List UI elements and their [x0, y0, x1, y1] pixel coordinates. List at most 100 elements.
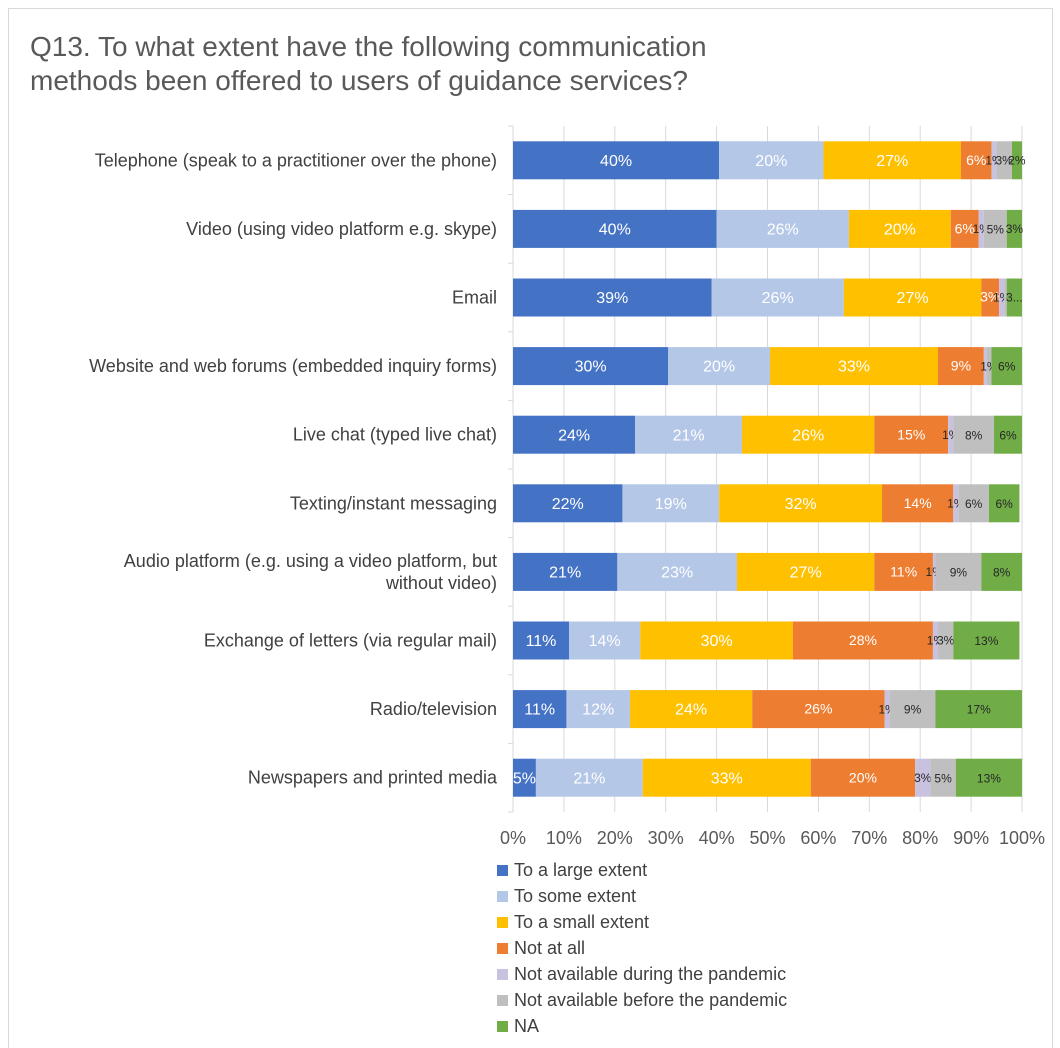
category-label-line: Website and web forums (embedded inquiry…: [89, 356, 497, 376]
category-label-line: Telephone (speak to a practitioner over …: [95, 150, 497, 170]
data-label: 20%: [884, 222, 916, 239]
bar-segment: [848, 209, 951, 248]
data-label: 15%: [897, 426, 925, 442]
legend-swatch: [497, 968, 508, 980]
data-label: 3...: [1006, 291, 1023, 305]
legend-item: To a small extent: [497, 909, 787, 935]
legend-swatch: [497, 916, 508, 928]
bar-segment: [736, 552, 875, 591]
bar-segment: [955, 758, 1022, 797]
data-label: 13%: [974, 634, 998, 648]
x-tick-label: 30%: [648, 828, 684, 848]
category-label-line: Video (using video platform e.g. skype): [186, 219, 497, 239]
legend-label: To a small extent: [514, 911, 650, 932]
bar-segment: [981, 278, 1000, 317]
chart-legend: To a large extent To some extent To a smal…: [497, 857, 787, 1039]
data-label: 28%: [849, 632, 877, 648]
bar-segment: [991, 141, 997, 180]
bar-segment: [935, 690, 1022, 729]
category-label-line: Radio/television: [370, 699, 497, 719]
data-label: 3%: [937, 634, 955, 648]
data-label: 6%: [998, 360, 1016, 374]
data-label: 39%: [596, 290, 628, 307]
bar-segment: [1004, 278, 1007, 317]
data-label: 2%: [1008, 154, 1026, 168]
bar-segment: [635, 415, 743, 454]
legend-item: Not available during the pandemic: [497, 961, 787, 987]
data-label: 6%: [965, 497, 983, 511]
data-label: 3%: [980, 289, 1000, 305]
data-label: 6%: [999, 428, 1017, 442]
chart-frame: [8, 8, 1053, 1048]
bar-segment: [719, 141, 824, 180]
data-label: 9%: [904, 703, 922, 717]
legend-label: To a large extent: [514, 859, 648, 880]
data-label: 24%: [675, 702, 707, 719]
bar-segment: [1006, 278, 1022, 317]
data-label: 9%: [950, 565, 968, 579]
bar-segment: [716, 209, 849, 248]
data-label: 8%: [965, 428, 983, 442]
data-label: 27%: [790, 565, 822, 582]
bar-segment: [932, 621, 939, 660]
bar-segment: [513, 141, 720, 180]
bar-segment: [960, 141, 992, 180]
bar-segment: [950, 209, 979, 248]
bar-segment: [938, 347, 984, 386]
bar-segment: [742, 415, 875, 454]
data-label: 20%: [755, 153, 787, 170]
legend-item: To some extent: [497, 883, 787, 909]
bar-segment: [958, 484, 989, 523]
x-tick-label: 80%: [902, 828, 938, 848]
data-label: 30%: [701, 633, 733, 650]
bar-segment: [823, 141, 961, 180]
category-label-line: Audio platform (e.g. using a video platf…: [124, 551, 497, 571]
bar-segment: [983, 347, 987, 386]
legend-label: NA: [514, 1015, 540, 1036]
category-label: Exchange of letters (via regular mail): [204, 631, 497, 651]
data-label: 26%: [767, 222, 799, 239]
category-label-line: Live chat (typed live chat): [293, 425, 497, 445]
data-label: 9%: [951, 358, 971, 374]
bar-segment: [996, 141, 1012, 180]
bar-segment: [1006, 209, 1022, 248]
legend-swatch: [497, 1020, 508, 1032]
bar-segment: [640, 621, 793, 660]
data-label: 23%: [661, 565, 693, 582]
legend-swatch: [497, 994, 508, 1006]
legend-swatch: [497, 864, 508, 876]
data-label: 5%: [513, 770, 536, 787]
bar-segment: [566, 690, 631, 729]
bar-segment: [1011, 141, 1022, 180]
category-label: Website and web forums (embedded inquiry…: [89, 356, 497, 376]
data-label: 14%: [904, 495, 932, 511]
data-label: 19%: [655, 496, 687, 513]
data-label: 5%: [987, 222, 1005, 236]
category-label: Audio platform (e.g. using a video platf…: [124, 551, 497, 593]
bar-segment: [953, 415, 995, 454]
bar-segment: [874, 552, 933, 591]
bar-segment: [513, 758, 536, 797]
bar-segment: [882, 484, 954, 523]
bar-segment: [935, 552, 982, 591]
bar-segment: [513, 415, 636, 454]
bar-segment: [932, 552, 936, 591]
data-label: 21%: [549, 565, 581, 582]
category-label-line: Newspapers and printed media: [248, 768, 498, 788]
bar-segment: [711, 278, 844, 317]
bar-segment: [983, 209, 1007, 248]
legend-label: Not available before the pandemic: [514, 989, 788, 1010]
bar-segment: [988, 484, 1020, 523]
bar-segment: [513, 347, 669, 386]
data-label: 11%: [524, 702, 555, 719]
bar-segment: [792, 621, 933, 660]
category-label-line: without video): [385, 573, 497, 593]
bar-segment: [622, 484, 720, 523]
bar-segment: [999, 278, 1005, 317]
bar-segment: [513, 484, 623, 523]
bar-segment: [938, 621, 954, 660]
data-label: 3%: [914, 771, 932, 785]
data-label: 26%: [804, 701, 832, 717]
bar-segment: [948, 415, 954, 454]
bar-segment: [915, 758, 931, 797]
